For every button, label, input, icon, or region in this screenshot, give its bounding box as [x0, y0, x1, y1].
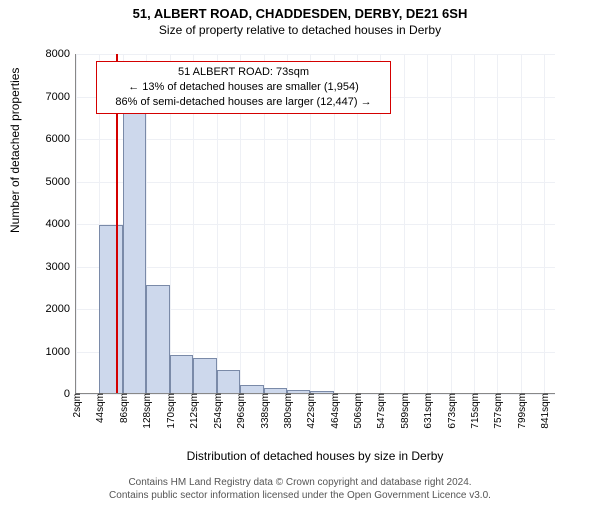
chart-subtitle: Size of property relative to detached ho…: [0, 23, 600, 37]
x-tick-label: 86sqm: [119, 393, 130, 423]
y-tick-label: 0: [64, 388, 70, 400]
grid-line-h: [76, 182, 555, 183]
x-tick-label: 715sqm: [470, 393, 481, 429]
grid-line-h: [76, 224, 555, 225]
chart-container: 51, ALBERT ROAD, CHADDESDEN, DERBY, DE21…: [0, 6, 600, 506]
x-tick-label: 589sqm: [400, 393, 411, 429]
y-tick-label: 3000: [46, 261, 70, 273]
y-axis-label: Number of detached properties: [8, 68, 22, 233]
footer-line: Contains HM Land Registry data © Crown c…: [0, 476, 600, 489]
x-tick-label: 338sqm: [260, 393, 271, 429]
annotation-line: 51 ALBERT ROAD: 73sqm: [103, 65, 384, 80]
y-tick-label: 6000: [46, 133, 70, 145]
annotation-box: 51 ALBERT ROAD: 73sqm ← 13% of detached …: [96, 61, 391, 114]
grid-line-v: [427, 54, 428, 393]
footer-line: Contains public sector information licen…: [0, 489, 600, 502]
x-tick-label: 757sqm: [493, 393, 504, 429]
histogram-bar: [170, 355, 193, 393]
grid-line-v: [404, 54, 405, 393]
x-tick-label: 2sqm: [72, 393, 83, 417]
x-tick-label: 547sqm: [376, 393, 387, 429]
histogram-bar: [146, 285, 169, 393]
histogram-bar: [99, 225, 122, 393]
grid-line-v: [451, 54, 452, 393]
grid-line-v: [76, 54, 77, 393]
x-tick-label: 631sqm: [423, 393, 434, 429]
histogram-bar: [264, 388, 287, 393]
x-tick-label: 128sqm: [142, 393, 153, 429]
annotation-line: 86% of semi-detached houses are larger (…: [103, 95, 384, 110]
x-tick-label: 841sqm: [540, 393, 551, 429]
x-tick-label: 380sqm: [283, 393, 294, 429]
x-tick-label: 170sqm: [166, 393, 177, 429]
histogram-bar: [310, 391, 333, 393]
y-tick-label: 4000: [46, 218, 70, 230]
y-tick-label: 5000: [46, 176, 70, 188]
grid-line-v: [521, 54, 522, 393]
grid-line-v: [544, 54, 545, 393]
histogram-bar: [240, 385, 263, 394]
footer: Contains HM Land Registry data © Crown c…: [0, 476, 600, 502]
y-tick-label: 8000: [46, 48, 70, 60]
x-tick-label: 464sqm: [330, 393, 341, 429]
histogram-bar: [193, 358, 216, 393]
x-tick-label: 296sqm: [236, 393, 247, 429]
x-tick-label: 44sqm: [95, 393, 106, 423]
grid-line-h: [76, 267, 555, 268]
x-tick-label: 506sqm: [353, 393, 364, 429]
y-tick-label: 1000: [46, 346, 70, 358]
grid-line-h: [76, 54, 555, 55]
grid-line-v: [474, 54, 475, 393]
x-axis-label: Distribution of detached houses by size …: [75, 449, 555, 463]
histogram-bar: [287, 390, 310, 393]
y-tick-label: 7000: [46, 91, 70, 103]
x-tick-label: 799sqm: [517, 393, 528, 429]
grid-line-v: [497, 54, 498, 393]
y-tick-label: 2000: [46, 303, 70, 315]
x-tick-label: 212sqm: [189, 393, 200, 429]
x-tick-label: 422sqm: [306, 393, 317, 429]
annotation-line: ← 13% of detached houses are smaller (1,…: [103, 80, 384, 95]
x-tick-label: 254sqm: [213, 393, 224, 429]
grid-line-h: [76, 139, 555, 140]
histogram-bar: [123, 113, 146, 394]
chart-title: 51, ALBERT ROAD, CHADDESDEN, DERBY, DE21…: [0, 6, 600, 21]
x-tick-label: 673sqm: [447, 393, 458, 429]
histogram-bar: [217, 370, 240, 393]
